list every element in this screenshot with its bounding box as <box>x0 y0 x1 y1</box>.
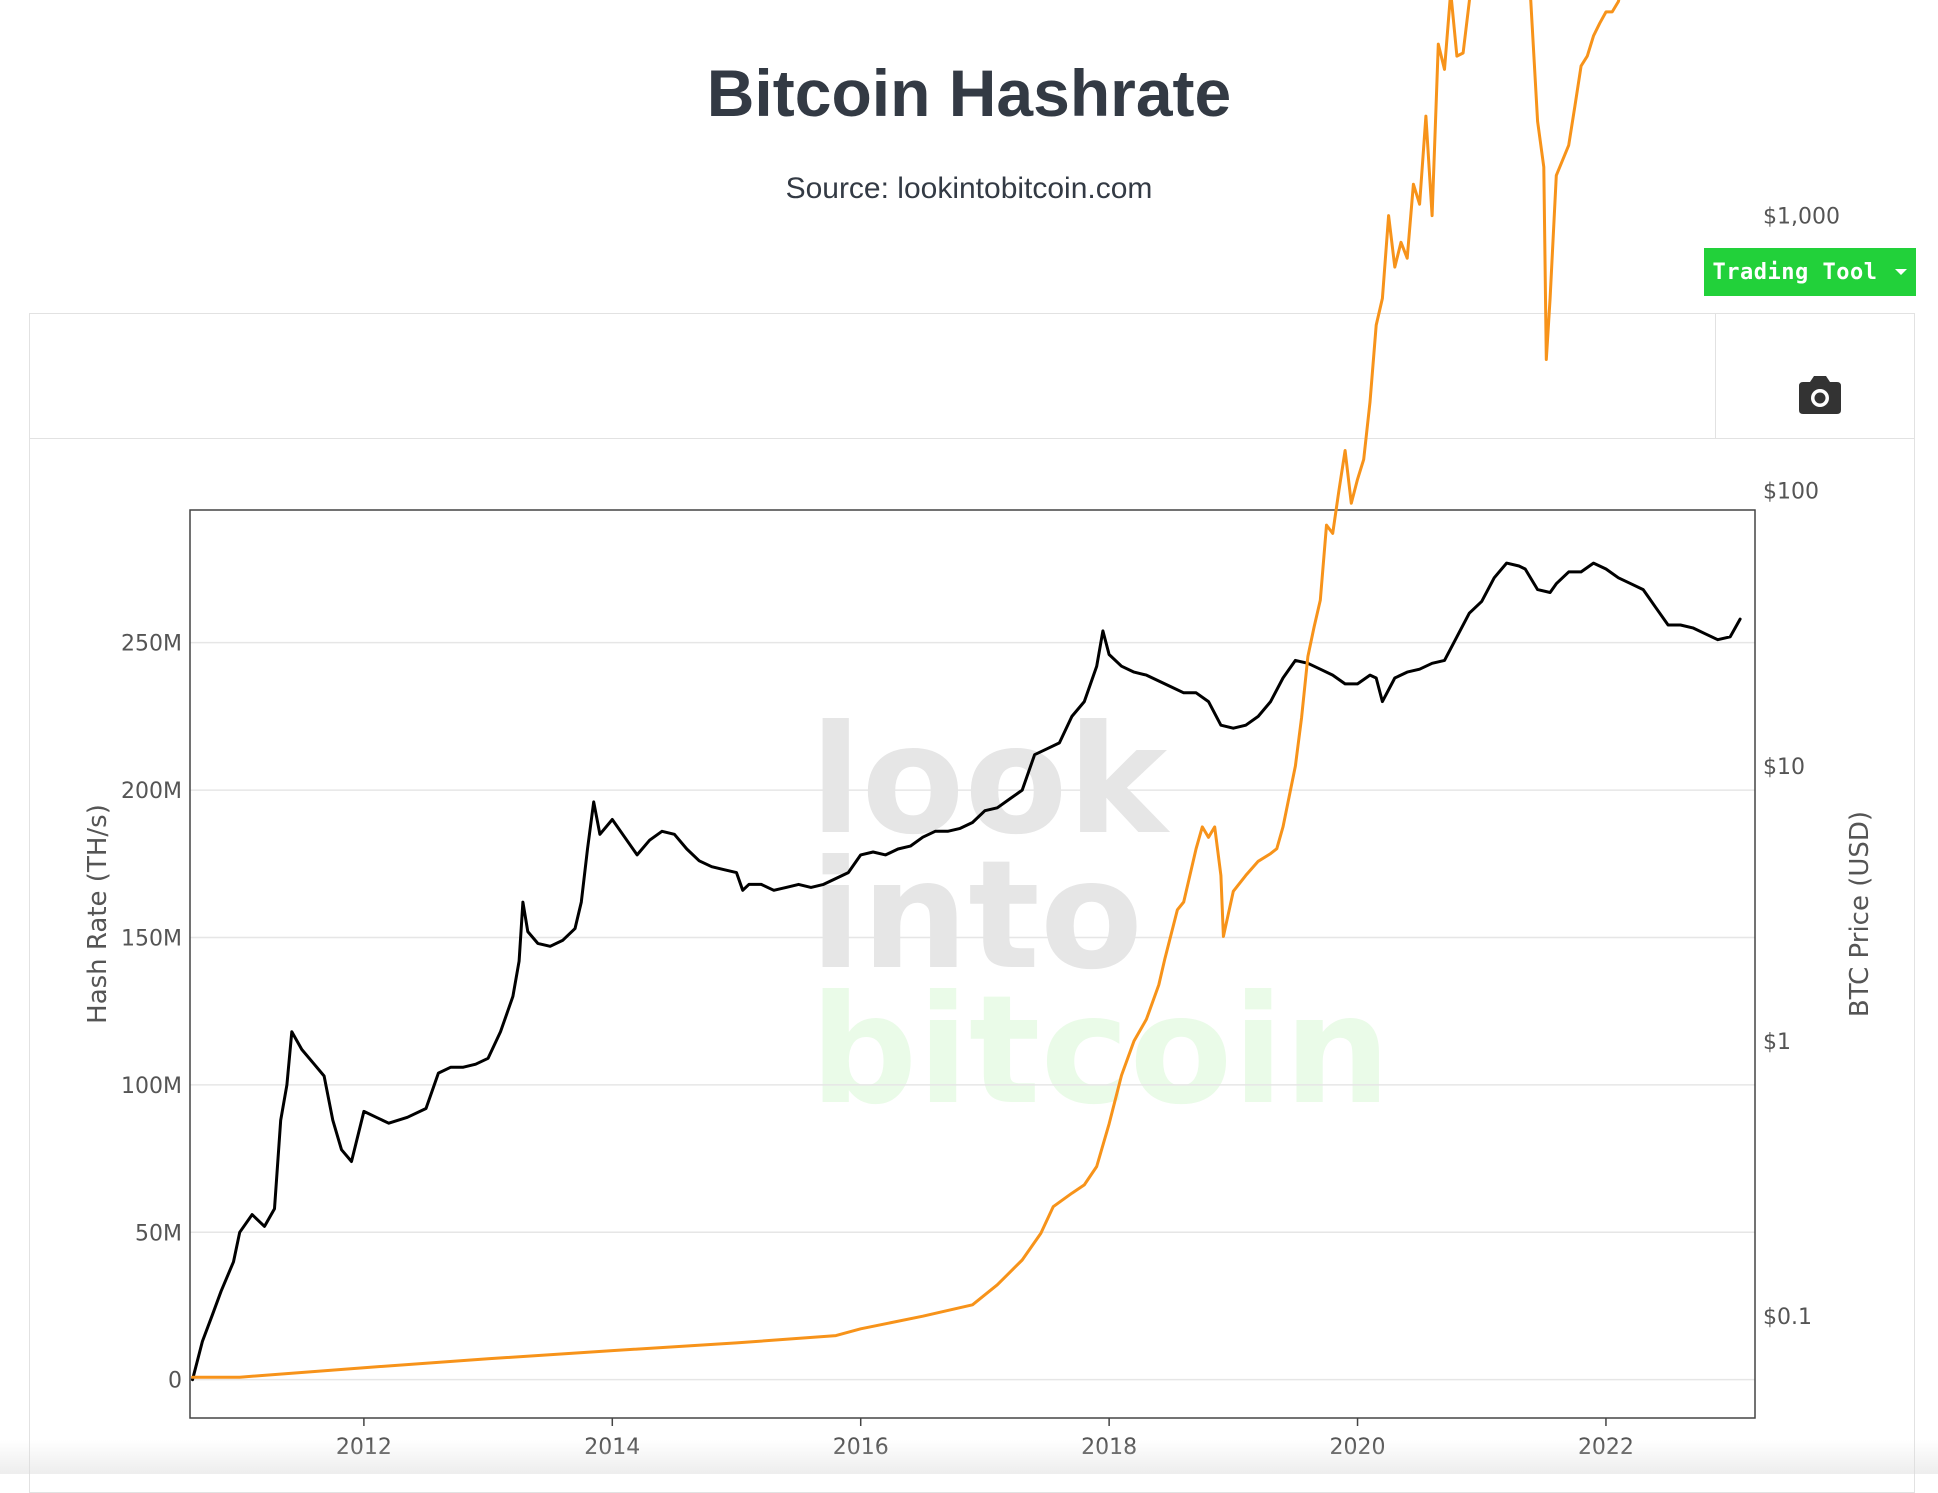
grid-lines <box>190 641 1755 1381</box>
y-right-tick-label: $100 <box>1763 480 1819 505</box>
watermark-look: look <box>810 694 1171 868</box>
y-left-tick-label: 100M <box>121 1074 182 1099</box>
chart-toolbar <box>30 314 1914 439</box>
series <box>191 0 1742 1382</box>
tick-labels: 050M100M150M200M250M$0.1$1$10$100$1,000$… <box>83 205 1875 1460</box>
btc-price-series-line <box>191 0 1621 1379</box>
page-title: Bitcoin Hashrate <box>706 56 1232 130</box>
y-right-tick-label: $1,000 <box>1763 205 1840 230</box>
axes <box>189 509 1756 1426</box>
y-left-axis-title: Hash Rate (TH/s) <box>83 804 113 1024</box>
plot-frame <box>189 509 1756 1419</box>
trading-tool-dropdown[interactable]: Trading Tool <box>1704 248 1916 296</box>
y-left-tick-label: 200M <box>121 779 182 804</box>
hashrate-series-line <box>191 561 1742 1382</box>
toolbar-divider <box>1715 314 1716 439</box>
watermark-into: into <box>810 829 1143 1003</box>
y-right-tick-label: $1 <box>1763 1030 1791 1055</box>
y-right-axis-title: BTC Price (USD) <box>1845 811 1875 1017</box>
y-left-tick-label: 0 <box>168 1369 182 1394</box>
y-right-tick-label: $10 <box>1763 755 1805 780</box>
page-subtitle: Source: lookintobitcoin.com <box>785 172 1153 205</box>
watermark: look into bitcoin <box>810 694 1391 1138</box>
y-left-tick-label: 150M <box>121 926 182 951</box>
y-left-tick-label: 50M <box>135 1221 182 1246</box>
bottom-fade <box>0 1440 1938 1474</box>
y-left-tick-label: 250M <box>121 632 182 657</box>
y-right-tick-label: $0.1 <box>1763 1305 1812 1330</box>
caret-down-icon <box>1895 269 1908 275</box>
camera-icon[interactable] <box>1795 374 1845 418</box>
watermark-bitcoin: bitcoin <box>810 964 1391 1138</box>
trading-tool-label: Trading Tool <box>1712 259 1878 285</box>
